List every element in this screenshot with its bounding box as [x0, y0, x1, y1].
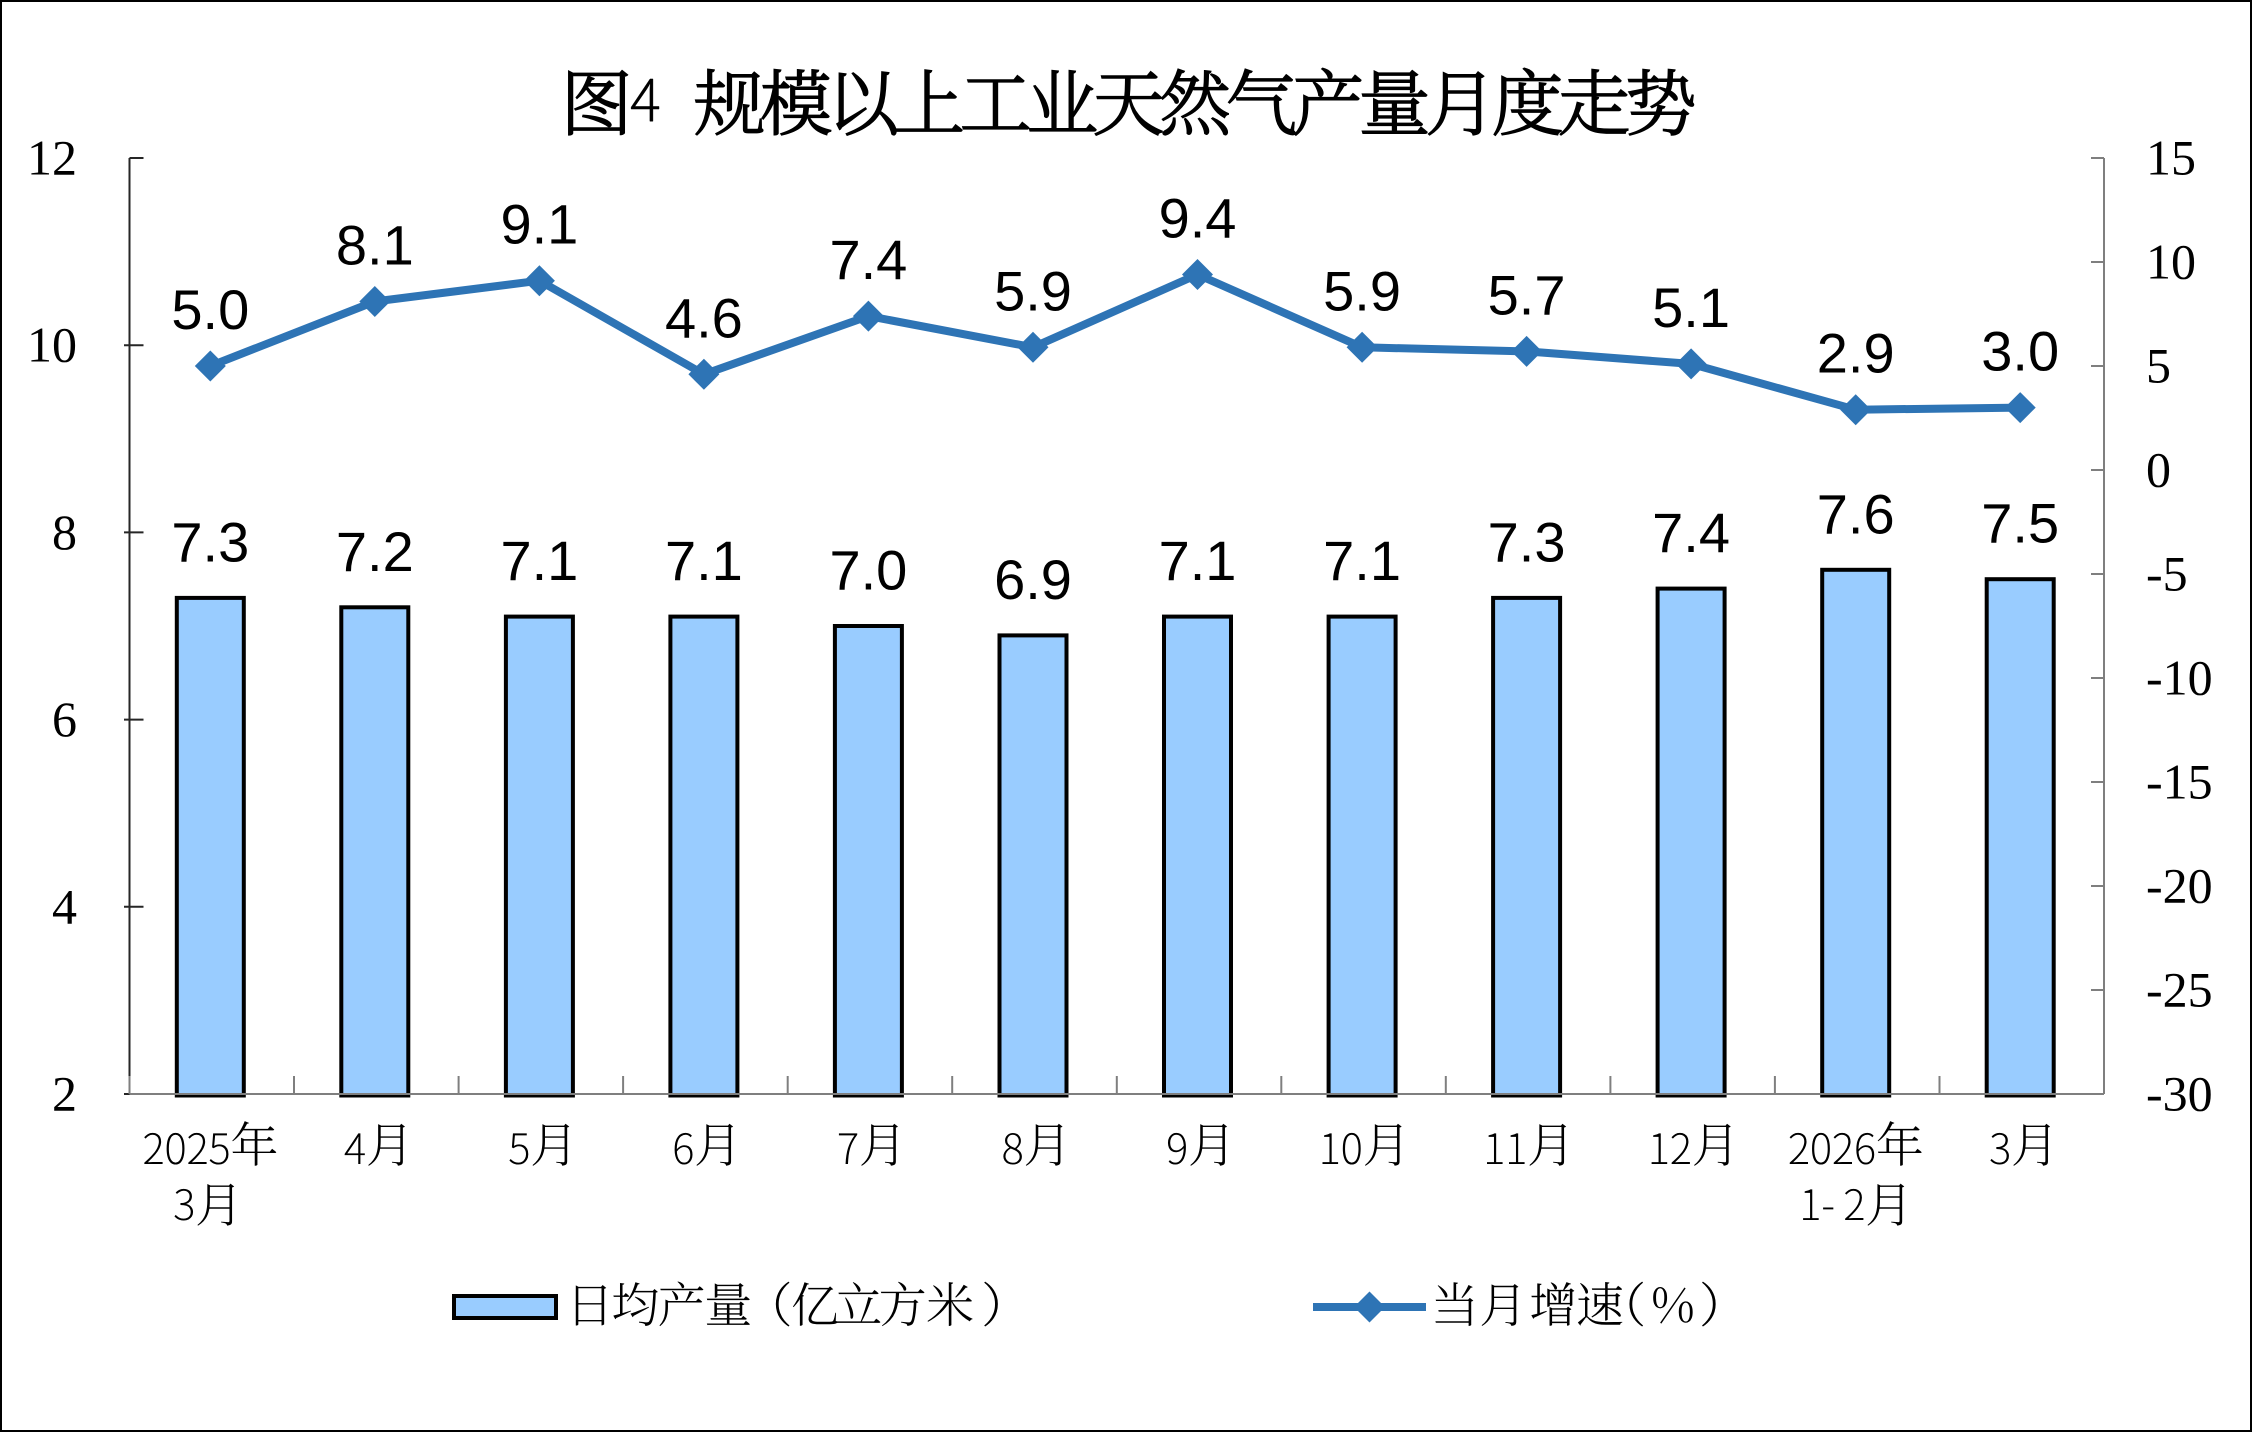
svg-text:-30: -30 — [2146, 1066, 2213, 1122]
svg-text:9.4: 9.4 — [1159, 187, 1237, 250]
svg-text:4.6: 4.6 — [665, 286, 743, 349]
svg-text:7.4: 7.4 — [1652, 501, 1730, 564]
svg-text:15: 15 — [2146, 130, 2196, 186]
svg-text:10: 10 — [27, 317, 77, 373]
svg-text:5.9: 5.9 — [1323, 259, 1401, 322]
svg-text:8.1: 8.1 — [336, 214, 414, 277]
svg-text:7.2: 7.2 — [336, 520, 414, 583]
svg-text:2: 2 — [52, 1066, 77, 1122]
svg-text:0: 0 — [2146, 442, 2171, 498]
svg-text:-5: -5 — [2146, 546, 2188, 602]
svg-text:7.6: 7.6 — [1817, 482, 1895, 545]
svg-text:2.9: 2.9 — [1817, 322, 1895, 385]
svg-text:7.3: 7.3 — [1488, 510, 1566, 573]
svg-text:-10: -10 — [2146, 650, 2213, 706]
svg-text:7.1: 7.1 — [665, 529, 743, 592]
svg-text:8: 8 — [52, 504, 77, 560]
svg-text:7.1: 7.1 — [500, 529, 578, 592]
svg-text:6.9: 6.9 — [994, 548, 1072, 611]
svg-text:-15: -15 — [2146, 754, 2213, 810]
svg-text:7.1: 7.1 — [1159, 529, 1237, 592]
svg-text:7.0: 7.0 — [829, 539, 907, 602]
svg-text:5.0: 5.0 — [171, 278, 249, 341]
svg-text:5.7: 5.7 — [1488, 263, 1566, 326]
svg-text:7.1: 7.1 — [1323, 529, 1401, 592]
svg-text:3.0: 3.0 — [1981, 320, 2059, 383]
svg-text:-25: -25 — [2146, 962, 2213, 1018]
svg-text:10: 10 — [2146, 234, 2196, 290]
svg-text:4: 4 — [52, 878, 77, 934]
svg-text:9.1: 9.1 — [500, 193, 578, 256]
svg-text:5.9: 5.9 — [994, 259, 1072, 322]
svg-text:7.3: 7.3 — [171, 510, 249, 573]
svg-text:12: 12 — [27, 130, 77, 186]
svg-text:6: 6 — [52, 691, 77, 747]
svg-text:7.4: 7.4 — [829, 228, 907, 291]
svg-text:5: 5 — [2146, 338, 2171, 394]
svg-text:-20: -20 — [2146, 858, 2213, 914]
svg-text:7.5: 7.5 — [1981, 492, 2059, 555]
svg-text:5.1: 5.1 — [1652, 276, 1730, 339]
